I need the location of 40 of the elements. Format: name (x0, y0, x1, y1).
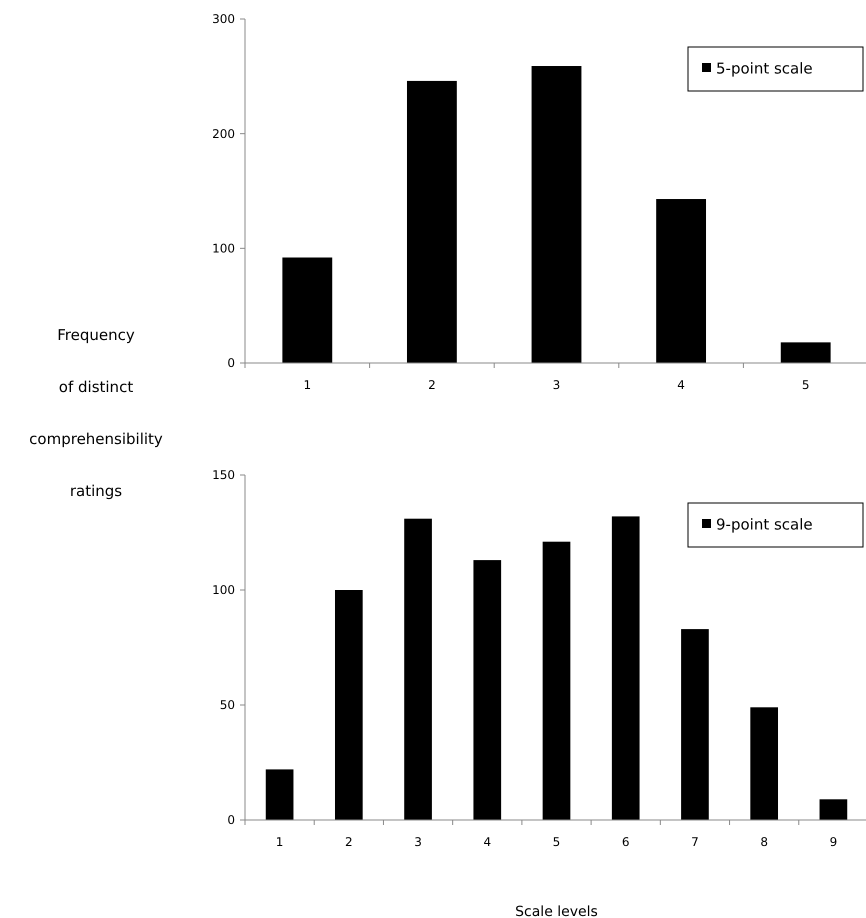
bar (473, 560, 502, 820)
y-tick-label: 0 (227, 813, 235, 828)
x-tick-label: 3 (552, 378, 560, 392)
bar (406, 80, 457, 363)
y-tick-label: 50 (220, 698, 235, 712)
x-tick-label: 2 (428, 378, 436, 392)
bar (334, 590, 363, 820)
x-tick-label: 4 (483, 835, 492, 849)
y-tick-label: 0 (227, 356, 235, 370)
text: Frequency of distinct comprehensibility ratings (29, 326, 163, 500)
x-tick-label: 9 (830, 835, 838, 849)
y-tick-label: 200 (212, 126, 235, 141)
x-tick-label: 1 (276, 835, 284, 849)
legend-label: 5-point scale (716, 59, 813, 78)
x-tick-label: 4 (677, 378, 685, 392)
x-axis-title: Scale levels (515, 904, 598, 918)
legend-label: 9-point scale (716, 515, 813, 534)
y-tick-label: 100 (212, 242, 235, 256)
y-tick-label: 150 (212, 468, 235, 482)
y-tick-label: 100 (212, 583, 235, 598)
bar (266, 769, 294, 820)
x-tick-label: 8 (760, 835, 768, 849)
bar (612, 516, 640, 820)
bar (681, 629, 709, 820)
bar (404, 518, 432, 820)
x-tick-label: 1 (303, 378, 312, 392)
x-tick-label: 5 (552, 835, 560, 849)
bar (542, 542, 570, 820)
x-tick-label: 2 (345, 835, 353, 849)
x-tick-label: 6 (622, 835, 630, 849)
x-tick-label: 5 (802, 378, 810, 392)
bar (282, 258, 332, 363)
bar (820, 799, 848, 820)
bar (532, 66, 582, 363)
bar (656, 199, 706, 363)
x-tick-label: 3 (414, 835, 422, 849)
x-tick-label: 7 (691, 835, 699, 849)
bar (750, 707, 778, 820)
y-tick-label: 300 (212, 12, 235, 26)
bar (780, 342, 831, 363)
